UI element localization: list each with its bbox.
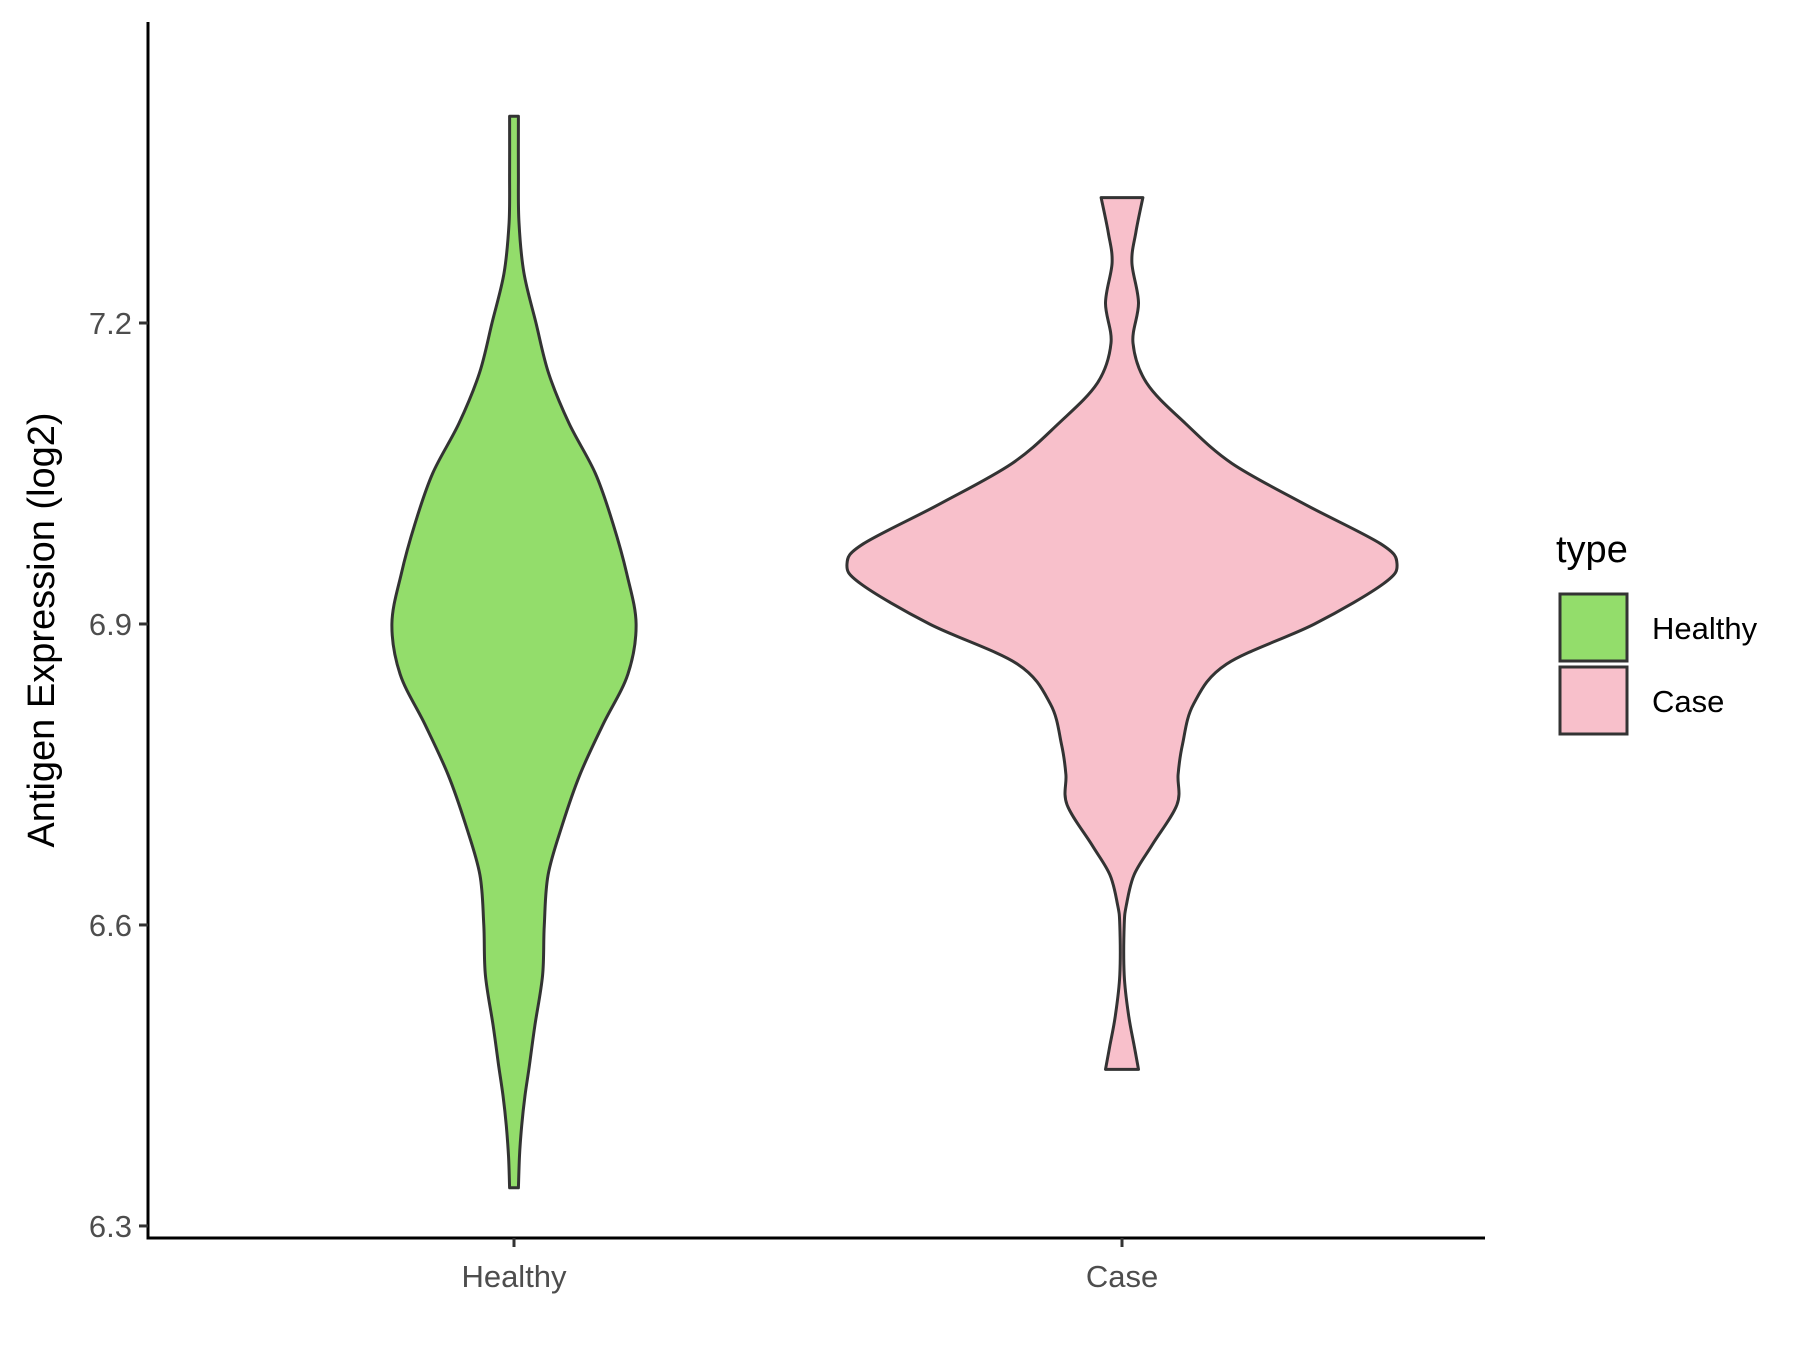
x-ticks-layer: Healthy Case xyxy=(461,1238,1158,1294)
y-ticks-layer: 6.3 6.6 6.9 7.2 xyxy=(89,306,148,1244)
y-axis-title: Antigen Expression (log2) xyxy=(21,412,63,847)
axes-layer xyxy=(146,22,1485,1240)
legend-swatch-case xyxy=(1558,665,1629,736)
legend: type Healthy Case xyxy=(1556,529,1758,736)
legend-label-healthy: Healthy xyxy=(1652,611,1758,646)
y-tick-label: 6.6 xyxy=(89,908,132,943)
violin-case xyxy=(845,196,1399,1071)
x-tick-label-healthy: Healthy xyxy=(461,1259,567,1294)
y-tick-label: 6.3 xyxy=(89,1209,132,1244)
violin-healthy xyxy=(390,114,638,1190)
y-tick-label: 6.9 xyxy=(89,607,132,642)
legend-entries: Healthy Case xyxy=(1558,592,1758,736)
y-tick-label: 7.2 xyxy=(89,306,132,341)
legend-label-case: Case xyxy=(1652,684,1724,719)
legend-swatch-healthy xyxy=(1558,592,1629,663)
x-tick-label-case: Case xyxy=(1086,1259,1158,1294)
violins-layer xyxy=(390,114,1399,1190)
legend-title: type xyxy=(1556,529,1628,571)
